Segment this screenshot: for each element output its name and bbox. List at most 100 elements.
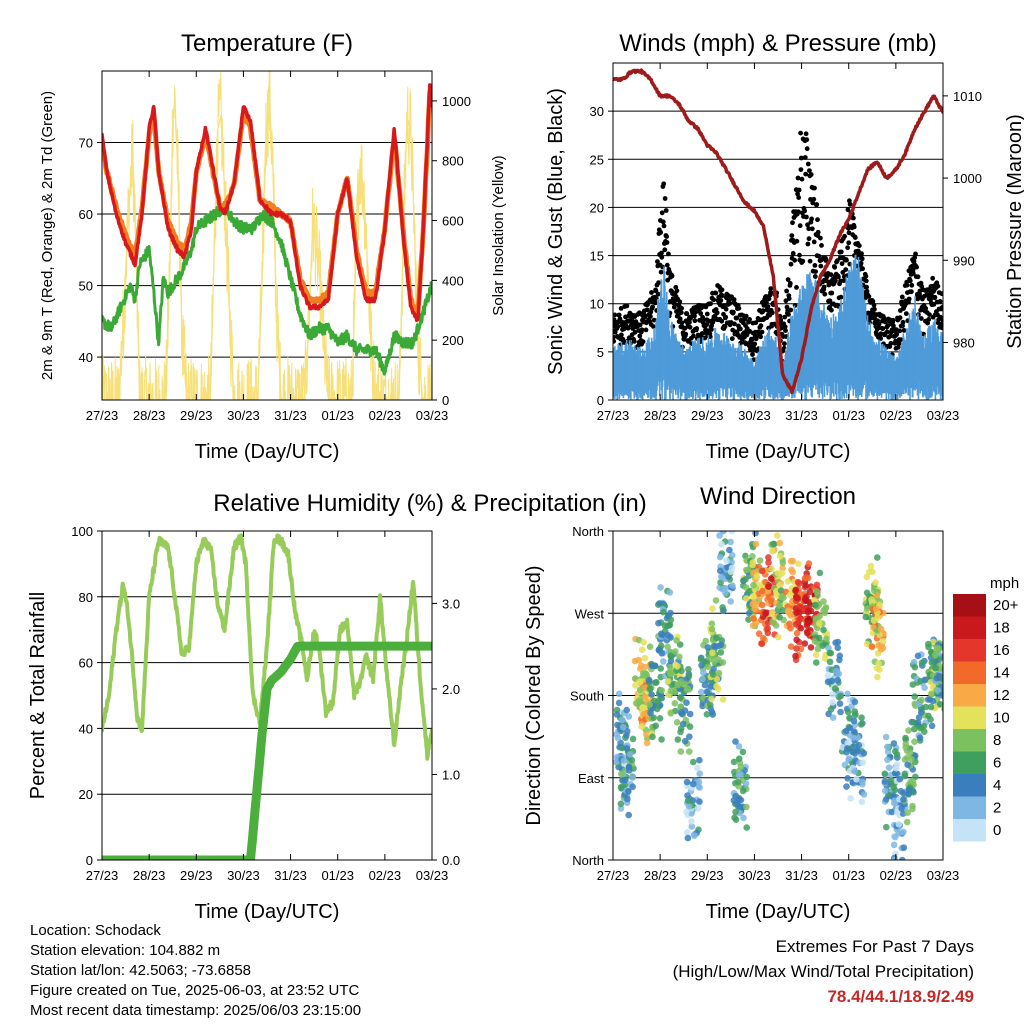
- direction-point: [667, 687, 675, 695]
- direction-point: [629, 783, 636, 791]
- y2-tick-label: 800: [442, 154, 464, 169]
- direction-point: [655, 619, 662, 627]
- gust-point: [683, 331, 689, 337]
- gust-point: [808, 172, 814, 177]
- direction-point: [683, 778, 691, 786]
- x-axis-label: Time (Day/UTC): [706, 901, 851, 923]
- gust-point: [661, 223, 667, 229]
- direction-point: [772, 622, 780, 629]
- direction-point: [860, 749, 868, 757]
- direction-point: [657, 584, 664, 591]
- direction-point: [642, 693, 649, 700]
- direction-point: [708, 625, 716, 633]
- gust-point: [805, 241, 811, 247]
- gust-point: [669, 273, 675, 279]
- direction-point: [903, 818, 911, 826]
- gust-point: [894, 332, 900, 337]
- gust-point: [909, 282, 915, 288]
- gust-point: [658, 230, 664, 235]
- gust-point: [899, 294, 905, 300]
- x-tick-label: 30/23: [227, 408, 260, 423]
- gust-point: [659, 250, 664, 256]
- direction-point: [666, 589, 674, 596]
- y-tick-label: 15: [590, 249, 604, 264]
- direction-point: [914, 719, 922, 726]
- direction-point: [666, 621, 674, 629]
- gust-point: [923, 306, 929, 311]
- gust-point: [664, 240, 670, 245]
- direction-point: [930, 638, 937, 646]
- gust-point: [843, 267, 849, 272]
- direction-point: [614, 734, 622, 742]
- colorbar-label: 8: [993, 732, 1001, 749]
- direction-point: [879, 638, 887, 645]
- gust-point: [719, 287, 725, 293]
- direction-point: [793, 645, 800, 652]
- gust-point: [805, 222, 810, 228]
- colorbar-label: 4: [993, 777, 1001, 794]
- figure-created: Figure created on Tue, 2025-06-03, at 23…: [30, 982, 360, 999]
- direction-point: [877, 646, 885, 653]
- gust-point: [627, 336, 632, 341]
- wind-speed-colorbar: mph 20+ 18 16 14 12 10 8 6 4 2 0: [953, 575, 1019, 842]
- y-tick-label: North: [572, 853, 604, 868]
- direction-point: [658, 687, 665, 694]
- gust-point: [788, 261, 794, 267]
- direction-point: [918, 659, 926, 667]
- gust-point: [898, 337, 904, 342]
- x-tick-label: 03/23: [416, 408, 449, 423]
- station-info: Location: Schodack Station elevation: 10…: [30, 921, 361, 1021]
- direction-point: [837, 692, 844, 700]
- gust-point: [631, 339, 637, 344]
- gust-point: [863, 278, 869, 284]
- direction-point: [755, 630, 763, 637]
- x-tick-label: 29/23: [180, 868, 213, 883]
- gust-point: [925, 320, 930, 326]
- gust-point: [885, 323, 891, 329]
- x-tick-label: 01/23: [832, 408, 865, 423]
- x-axis-label: Time (Day/UTC): [706, 441, 851, 463]
- direction-point: [685, 666, 692, 673]
- gust-point: [797, 223, 803, 229]
- direction-point: [694, 805, 702, 812]
- gust-point: [723, 314, 729, 320]
- direction-point: [619, 777, 627, 784]
- direction-point: [934, 687, 942, 694]
- gust-point: [906, 296, 912, 302]
- direction-point: [762, 610, 769, 617]
- gust-point: [815, 229, 821, 235]
- gust-points: [613, 130, 943, 369]
- gust-point: [814, 202, 820, 207]
- gust-point: [783, 328, 788, 333]
- plot-frame: [612, 62, 944, 401]
- colorbar-swatch: [953, 616, 986, 639]
- gust-point: [704, 322, 709, 327]
- direction-point: [723, 557, 730, 564]
- direction-point: [678, 667, 685, 675]
- direction-point: [836, 656, 843, 664]
- direction-point: [824, 672, 832, 679]
- direction-point: [686, 748, 693, 755]
- gust-point: [790, 251, 796, 256]
- direction-point: [792, 586, 800, 594]
- direction-point: [631, 657, 639, 665]
- direction-point: [905, 786, 913, 793]
- direction-point: [743, 595, 750, 602]
- direction-point: [743, 803, 750, 811]
- gust-point: [692, 313, 697, 319]
- gust-point: [632, 329, 638, 335]
- y2-tick-label: 3.0: [442, 596, 460, 611]
- direction-point: [640, 639, 647, 646]
- direction-point: [704, 663, 712, 670]
- gust-point: [912, 255, 918, 260]
- direction-point: [739, 787, 747, 795]
- direction-point: [759, 587, 766, 595]
- direction-point: [910, 658, 918, 666]
- direction-point: [686, 733, 693, 740]
- gust-point: [806, 236, 812, 242]
- gust-point: [856, 243, 862, 249]
- direction-point: [737, 770, 744, 778]
- direction-point: [694, 764, 701, 772]
- direction-point: [743, 566, 750, 574]
- gust-point: [648, 314, 653, 319]
